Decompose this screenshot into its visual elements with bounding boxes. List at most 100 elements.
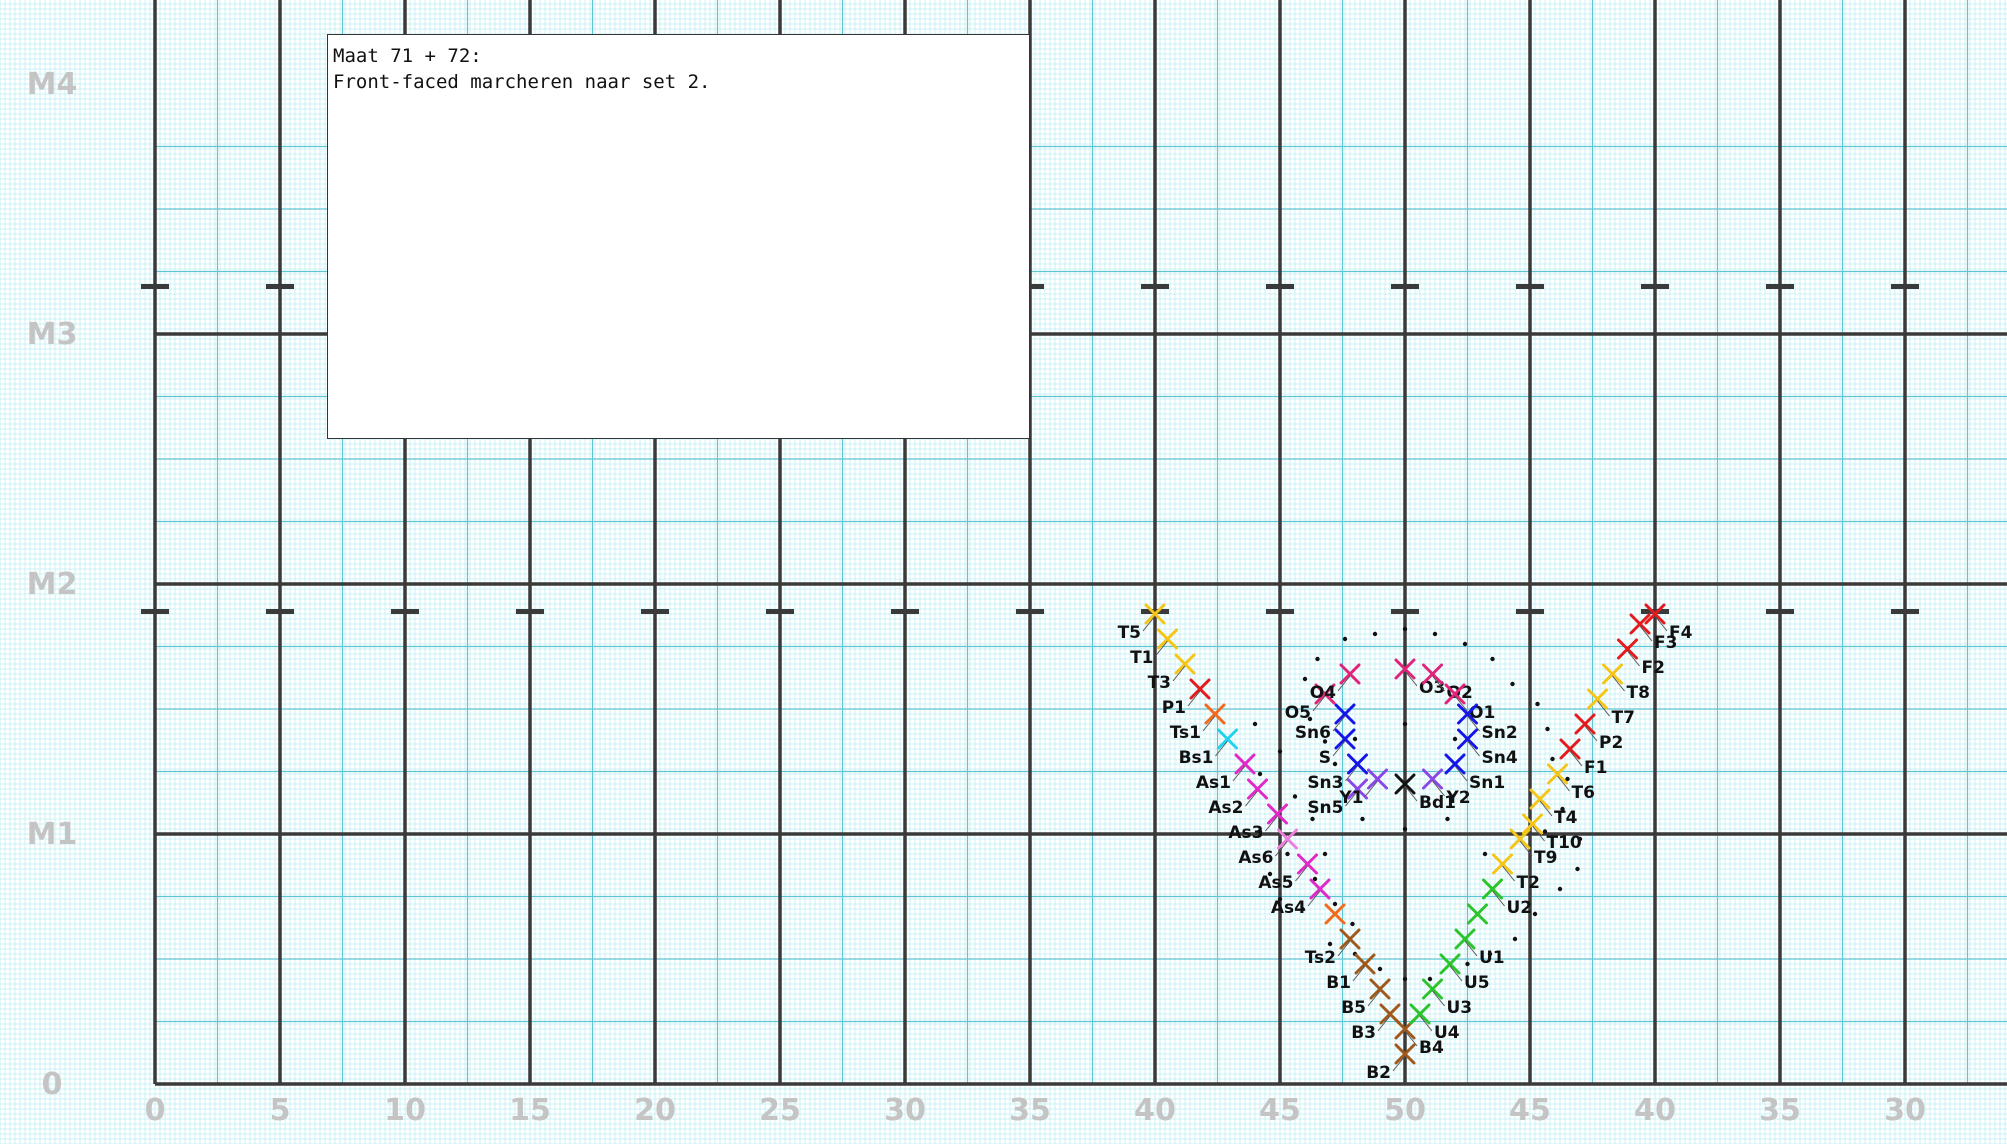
x-label-45-right: 45 [1509,1093,1551,1128]
marker-label: F1 [1584,758,1607,778]
y-label-0: 0 [42,1067,63,1102]
marker-label: F3 [1654,633,1677,653]
marker-label: U1 [1479,948,1505,968]
marker-sn3[interactable]: Sn3 [1307,753,1368,793]
marker-y1[interactable]: Y1 [1338,768,1388,808]
x-label-25: 25 [759,1093,801,1128]
marker-y2[interactable]: Y2 [1422,768,1471,808]
marker-t7[interactable]: T7 [1587,688,1635,728]
marker-sn1[interactable]: Sn1 [1444,753,1505,793]
marker-t3[interactable]: T3 [1148,653,1196,693]
marker-label: B4 [1419,1038,1444,1058]
marker-t10[interactable]: T10 [1522,813,1582,853]
x-label-0: 0 [145,1093,166,1128]
marker-label: T6 [1572,783,1595,803]
y-label-m2: M2 [27,567,78,602]
x-label-35-right: 35 [1759,1093,1801,1128]
x-label-10: 10 [384,1093,426,1128]
marker-unlabeled-12[interactable] [1324,903,1346,925]
x-label-20: 20 [634,1093,676,1128]
marker-as5[interactable]: As5 [1258,853,1318,893]
marker-label: U2 [1507,898,1533,918]
marker-u1[interactable]: U1 [1454,928,1505,968]
marker-t9[interactable]: T9 [1509,828,1557,868]
marker-label: B3 [1351,1023,1376,1043]
note-line-1: Maat 71 + 72: [333,45,482,67]
marker-label: Sn6 [1295,723,1331,743]
marker-t5[interactable]: T5 [1118,603,1166,643]
marker-as2[interactable]: As2 [1208,778,1268,818]
x-label-5: 5 [270,1093,291,1128]
marker-as6[interactable]: As6 [1238,828,1298,868]
x-label-30-right: 30 [1884,1093,1926,1128]
marker-ts1[interactable]: Ts1 [1170,703,1226,743]
marker-label: Bd1 [1419,793,1456,813]
marker-b2[interactable]: B2 [1366,1043,1416,1083]
x-label-40-right: 40 [1634,1093,1676,1128]
marker-sn2[interactable]: Sn2 [1457,703,1518,743]
set-note-box[interactable]: Maat 71 + 72: Front-faced marcheren naar… [327,34,1030,439]
marker-b5[interactable]: B5 [1341,978,1391,1018]
marker-bs1[interactable]: Bs1 [1179,728,1238,768]
marker-label: T4 [1554,808,1578,828]
marker-p1[interactable]: P1 [1162,678,1211,718]
marker-label: T3 [1148,673,1171,693]
marker-label: T9 [1534,848,1557,868]
marker-o4[interactable]: O4 [1310,663,1361,703]
marker-t8[interactable]: T8 [1602,663,1650,703]
marker-u4[interactable]: U4 [1409,1003,1460,1043]
marker-as4[interactable]: As4 [1271,878,1331,918]
marker-label: T5 [1118,623,1141,643]
marker-label: B2 [1366,1063,1391,1083]
formation-guide-dots [1252,626,1583,982]
marker-f3[interactable]: F3 [1629,613,1677,653]
marker-label: T8 [1627,683,1650,703]
x-label-50: 50 [1384,1093,1426,1128]
marker-t4[interactable]: T4 [1529,788,1578,828]
marker-unlabeled-22[interactable] [1467,903,1488,925]
marker-label: O5 [1285,703,1311,723]
x-label-45: 45 [1259,1093,1301,1128]
marker-b1[interactable]: B1 [1326,953,1376,993]
marker-label: B5 [1341,998,1366,1018]
marker-ts2[interactable]: Ts2 [1305,928,1361,968]
marker-label: P2 [1599,733,1623,753]
marker-label: P1 [1162,698,1186,718]
marker-label: Sn5 [1307,798,1343,818]
marker-as1[interactable]: As1 [1196,753,1256,793]
marker-sn5[interactable]: Sn5 [1307,778,1368,818]
marker-p2[interactable]: P2 [1574,713,1623,753]
x-label-30: 30 [884,1093,926,1128]
marker-sn6[interactable]: Sn6 [1295,703,1356,743]
marker-label: As6 [1238,848,1273,868]
marker-as3[interactable]: As3 [1228,803,1288,843]
x-axis-labels: 0 5 10 15 20 25 30 35 40 45 50 45 40 35 … [145,1093,1926,1128]
marker-bd1[interactable]: Bd1 [1394,773,1456,813]
marker-label: Sn4 [1482,748,1518,768]
marker-u5[interactable]: U5 [1439,953,1490,993]
marker-label: Ts1 [1170,723,1201,743]
marker-label: U5 [1464,973,1490,993]
marker-label: S [1319,748,1331,768]
marker-t2[interactable]: T2 [1492,853,1540,893]
x-label-15: 15 [509,1093,551,1128]
marker-label: O4 [1310,683,1336,703]
x-label-35: 35 [1009,1093,1051,1128]
y-label-m3: M3 [27,317,78,352]
marker-label: As4 [1271,898,1306,918]
marker-s[interactable]: S [1319,728,1356,768]
marker-t6[interactable]: T6 [1547,763,1595,803]
marker-label: Bs1 [1179,748,1214,768]
marker-u3[interactable]: U3 [1422,978,1473,1018]
y-axis-labels: 0 M1 M2 M3 M4 [27,67,78,1102]
marker-sn4[interactable]: Sn4 [1457,728,1518,768]
marker-label: Ts2 [1305,948,1336,968]
marker-u2[interactable]: U2 [1482,878,1533,918]
marker-label: Sn3 [1307,773,1343,793]
marker-t1[interactable]: T1 [1130,628,1178,668]
marker-f2[interactable]: F2 [1617,638,1665,678]
marker-o5[interactable]: O5 [1285,683,1336,723]
marker-label: Sn1 [1469,773,1505,793]
marker-f1[interactable]: F1 [1559,738,1607,778]
marker-f4[interactable]: F4 [1644,603,1693,643]
